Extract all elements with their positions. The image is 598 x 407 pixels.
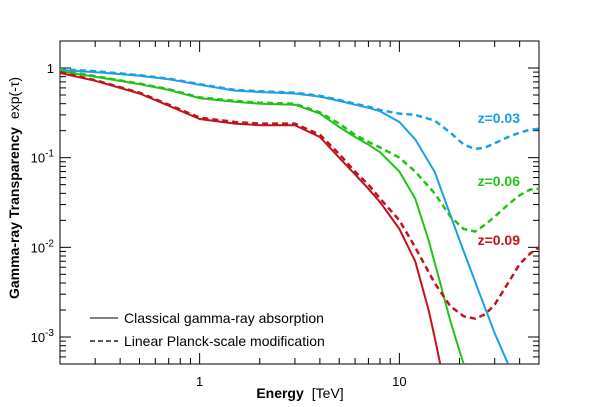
series-lines [60,67,539,364]
legend-entry-dashed: Linear Planck-scale modification [124,333,325,349]
series-label: z=0.09 [478,232,521,248]
y-axis-title-unit: exp(-τ) [6,77,22,119]
x-axis-title: Energy [TeV] [256,385,343,401]
series-label: z=0.03 [478,110,521,126]
series-label: z=0.06 [478,173,521,189]
y-axis-title: Gamma-ray Transparency exp(-τ) [6,77,22,299]
y-tick-label: 10-1 [31,149,55,166]
legend-entry-solid: Classical gamma-ray absorption [124,310,324,326]
y-axis-title-bold: Gamma-ray Transparency [6,127,22,299]
series-line-dashed [60,67,539,151]
x-axis-title-bold: Energy [256,385,304,401]
plot-frame [59,40,540,365]
tick-labels: 1 10 1 10-1 10-2 10-3 [31,61,407,389]
series-line-solid [60,72,442,364]
series-line-dashed [60,70,539,320]
series-line-dashed [60,69,539,233]
y-tick-label: 1 [47,61,54,76]
x-tick-label: 1 [196,374,203,389]
y-tick-label: 10-2 [31,238,55,255]
x-tick-label: 10 [392,374,406,389]
legend: Classical gamma-ray absorption Linear Pl… [90,310,325,349]
series-labels: z=0.03 z=0.06 z=0.09 [478,110,521,248]
y-tick-label: 10-3 [31,328,55,345]
x-axis-title-unit: [TeV] [312,385,344,401]
